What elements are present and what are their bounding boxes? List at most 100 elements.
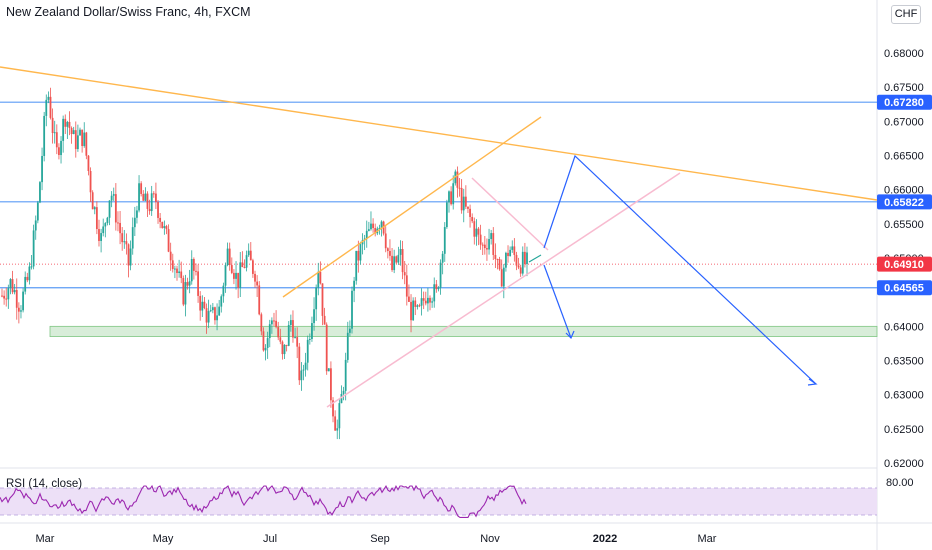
candle-body [150, 193, 153, 212]
candle-body [230, 265, 233, 273]
price-axis-labels: 0.68000 0.67500 0.67000 0.66500 0.66000 0.655… [884, 48, 924, 470]
candle-body [26, 276, 29, 281]
candle-body [429, 297, 431, 303]
candle-body [144, 193, 147, 201]
candle-body [218, 306, 221, 316]
candle-body [526, 252, 528, 265]
candle-body [302, 369, 305, 371]
level-tag-bg [877, 194, 932, 210]
candle-body [241, 262, 244, 267]
rsi-indicator-label[interactable]: RSI (14, close) [6, 478, 83, 490]
rsi-band [0, 488, 877, 515]
candle-body [330, 368, 332, 401]
candle-body [427, 297, 429, 304]
time-tick-label: Nov [480, 533, 500, 545]
candle-body [410, 301, 412, 321]
candle-body [119, 222, 121, 234]
candle-body [300, 370, 303, 381]
candle-body [30, 266, 33, 268]
candle-body [308, 338, 311, 340]
candle-body [399, 248, 402, 255]
candle-body [169, 251, 172, 261]
candle-body [456, 171, 459, 188]
candle-body [133, 217, 136, 228]
bearish-projection-path [543, 264, 572, 339]
candle-body [112, 194, 115, 196]
candle-body [53, 132, 56, 134]
price-tag-65822: 0.65822 [877, 194, 932, 210]
candle-body [494, 254, 497, 260]
price-tick-label: 0.67500 [884, 82, 924, 94]
candle-body [433, 284, 436, 302]
level-tag-text: 0.67280 [884, 97, 924, 109]
currency-button[interactable]: CHF [891, 5, 921, 24]
candle-body [505, 252, 507, 268]
candle-body [211, 307, 214, 311]
candle-body [492, 233, 495, 255]
candle-body [412, 300, 415, 321]
candle-body [79, 129, 81, 136]
candle-body [117, 222, 119, 224]
candle-body [239, 262, 242, 288]
candle-body [34, 220, 37, 231]
candle-body [498, 259, 501, 270]
candle-body [405, 275, 408, 297]
price-tick-label: 0.62500 [884, 424, 924, 436]
candle-body [95, 207, 98, 230]
candle-body [180, 271, 183, 279]
candle-body [490, 233, 493, 240]
pink-support-line [326, 172, 681, 408]
level-tag-text: 0.64565 [884, 283, 924, 295]
candle-body [395, 256, 398, 263]
candle-body [131, 227, 134, 249]
candle-body [519, 267, 522, 274]
candle-body [475, 228, 478, 237]
candle-body [348, 328, 351, 333]
candle-body [159, 217, 162, 222]
time-tick-label: Jul [263, 533, 277, 545]
candle-body [195, 270, 197, 272]
projection-arrowhead-right [807, 378, 818, 386]
candle-body [500, 269, 503, 287]
candle-body [205, 308, 208, 323]
time-tick-label: Sep [370, 533, 390, 545]
candle-body [418, 305, 421, 307]
descending-trendline [0, 66, 878, 201]
candle-body [89, 170, 92, 193]
candle-body [258, 285, 261, 315]
candle-body [49, 96, 52, 118]
candle-body [245, 255, 248, 268]
candle-body [336, 428, 339, 431]
candle-body [93, 207, 96, 210]
candle-body [437, 287, 440, 290]
candle-body [190, 259, 193, 282]
bullish-projection-path [543, 154, 817, 385]
candle-body [462, 196, 465, 211]
candle-body [372, 223, 374, 229]
candle-body [157, 202, 159, 218]
candle-body [422, 298, 425, 301]
candle-body [127, 244, 130, 266]
candle-body [313, 309, 315, 324]
candle-body [51, 117, 54, 134]
projection-arrowhead-down [565, 330, 575, 340]
candle-body [458, 187, 461, 189]
candle-body [108, 200, 111, 218]
candle-body [87, 155, 90, 171]
candle-body [393, 256, 396, 271]
candle-body [114, 194, 117, 223]
candle-body [11, 279, 14, 293]
candle-body [28, 266, 31, 281]
candle-body [266, 338, 269, 348]
candle-body [140, 183, 143, 194]
candle-body [285, 344, 288, 346]
candle-body [201, 301, 204, 311]
last-price-tag-bg [877, 256, 932, 272]
candle-body [311, 323, 313, 339]
candle-body [414, 300, 417, 307]
candle-body [315, 287, 318, 310]
candle-body [359, 244, 362, 261]
candle-body [513, 246, 516, 255]
candle-body [182, 278, 185, 305]
